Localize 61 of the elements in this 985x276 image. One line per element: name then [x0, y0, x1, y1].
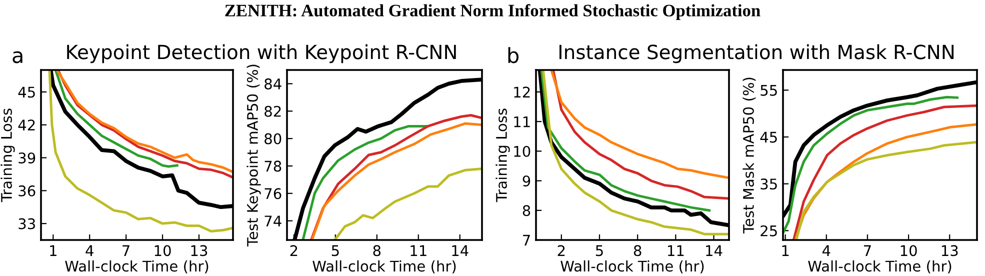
x-tick-label: 7: [122, 245, 130, 256]
x-tick-label: 5: [596, 245, 603, 256]
y-tick-label: 35: [760, 178, 777, 190]
y-axis-title: Test Keypoint mAP50 (%): [246, 64, 261, 247]
y-tick-label: 78: [264, 160, 282, 172]
line-series: [783, 96, 959, 233]
text: ZENITH: Automated Gradient Norm Informed Stochastic Optimization: [225, 4, 760, 20]
line-series: [302, 124, 428, 240]
y-tick-label: 8: [522, 205, 530, 216]
x-tick-label: 4: [86, 245, 94, 256]
x-tick-label: 2: [290, 245, 298, 256]
x-tick-label: 14: [452, 245, 468, 256]
x-axis-title: Wall-clock Time (hr): [808, 260, 952, 274]
line-series: [54, 70, 178, 168]
y-tick-label: 36: [18, 185, 36, 196]
y-tick-label: 45: [760, 132, 777, 143]
x-tick-label: 11: [668, 245, 684, 256]
y-tick-label: 42: [18, 120, 35, 130]
y-axis-title: Test Mask mAP50 (%): [742, 78, 756, 234]
x-tick-label: 4: [822, 245, 830, 256]
x-tick-label: 7: [864, 245, 871, 256]
y-axis-title: Training Loss: [0, 108, 15, 202]
y-tick-label: 74: [264, 216, 282, 226]
y-tick-label: 12: [514, 86, 530, 98]
y-tick-label: 84: [264, 78, 282, 90]
text: a: [12, 51, 22, 64]
y-tick-label: 10: [514, 146, 530, 157]
y-tick-label: 76: [264, 188, 282, 200]
x-tick-label: 5: [332, 245, 339, 256]
x-axis-title: Wall-clock Time (hr): [65, 260, 208, 274]
y-tick-label: 55: [760, 85, 777, 96]
line-series: [333, 167, 482, 240]
x-tick-label: 1: [50, 245, 56, 256]
y-tick-label: 45: [18, 86, 35, 98]
text: b: [508, 47, 519, 64]
x-tick-label: 8: [634, 245, 642, 256]
x-tick-label: 11: [410, 245, 426, 256]
x-tick-label: 13: [942, 245, 958, 256]
y-tick-label: 9: [522, 175, 530, 187]
x-tick-label: 2: [558, 245, 565, 256]
line-series: [540, 70, 711, 212]
x-tick-label: 10: [900, 245, 917, 256]
y-tick-label: 33: [18, 218, 35, 230]
x-tick-label: 8: [373, 245, 381, 256]
y-tick-label: 7: [523, 234, 530, 246]
y-axis-title: Training Loss: [496, 108, 510, 202]
x-axis-title: Wall-clock Time (hr): [312, 260, 456, 274]
y-tick-label: 11: [514, 116, 530, 128]
chart-title: Keypoint Detection with Keypoint R-CNN: [67, 44, 456, 64]
line-series: [550, 70, 729, 180]
y-tick-label: 82: [264, 106, 281, 117]
y-tick-label: 39: [18, 152, 36, 164]
x-tick-label: 13: [191, 245, 208, 256]
x-tick-label: 14: [706, 245, 722, 256]
x-tick-label: 10: [154, 245, 171, 256]
y-tick-label: 25: [760, 225, 777, 236]
x-tick-label: 1: [782, 245, 789, 256]
y-tick-label: 80: [264, 133, 282, 144]
x-axis-title: Wall-clock Time (hr): [560, 260, 704, 274]
line-series: [795, 140, 977, 240]
chart-title: Instance Segmentation with Mask R-CNN: [559, 44, 954, 64]
